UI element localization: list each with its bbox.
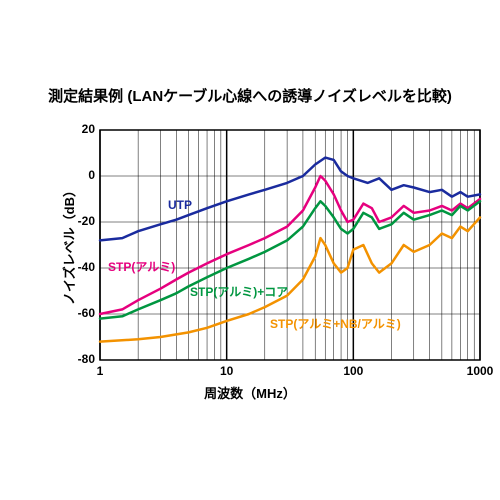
- x-tick: 1: [80, 364, 120, 378]
- x-tick: 100: [333, 364, 373, 378]
- y-tick: 20: [65, 122, 95, 136]
- x-tick: 10: [207, 364, 247, 378]
- plot-svg: [20, 120, 490, 380]
- series-label-UTP: UTP: [168, 198, 192, 212]
- x-axis-label: 周波数（MHz）: [0, 383, 500, 402]
- y-tick: -60: [65, 306, 95, 320]
- series-label-STP_Al_NB: STP(アルミ+NB/アルミ): [270, 315, 401, 332]
- chart-title: 測定結果例 (LANケーブル心線への誘導ノイズレベルを比較): [0, 85, 500, 106]
- y-tick: -20: [65, 214, 95, 228]
- y-tick: -40: [65, 260, 95, 274]
- series-label-STP_Al_Core: STP(アルミ)+コア: [190, 283, 288, 300]
- x-tick: 1000: [460, 364, 500, 378]
- chart-container: 測定結果例 (LANケーブル心線への誘導ノイズレベルを比較) ノイズレベル（dB…: [0, 0, 500, 500]
- series-label-STP_Al: STP(アルミ): [108, 258, 175, 275]
- y-tick: 0: [65, 168, 95, 182]
